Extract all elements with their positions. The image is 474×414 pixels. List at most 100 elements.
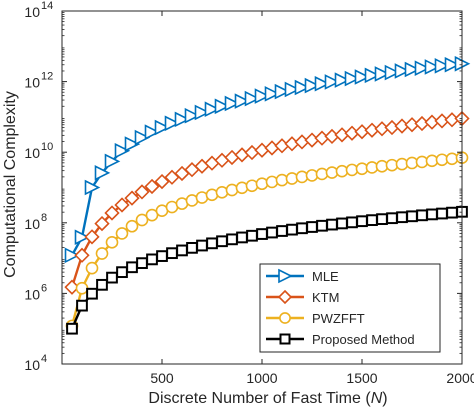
data-point: [414, 60, 431, 76]
x-tick-label: 1500: [346, 370, 377, 386]
data-point: [105, 235, 119, 249]
data-point: [296, 222, 308, 235]
data-point: [444, 56, 461, 73]
data-point: [244, 90, 261, 107]
series-proposed-method: [66, 205, 468, 335]
data-point: [226, 233, 238, 246]
data-point: [254, 88, 271, 104]
x-tick-label: 1000: [246, 370, 277, 386]
legend-label: KTM: [312, 290, 339, 305]
data-point: [104, 205, 120, 221]
legend-marker: [277, 289, 293, 305]
data-point: [174, 111, 191, 128]
y-tick-exponent: 6: [41, 282, 47, 294]
data-point: [354, 69, 371, 85]
data-point: [356, 215, 368, 228]
legend-label: Proposed Method: [312, 332, 415, 347]
data-point: [346, 216, 358, 229]
data-point: [324, 74, 341, 90]
data-point: [134, 129, 151, 146]
data-point: [176, 244, 188, 257]
y-tick-label: 10: [24, 4, 40, 20]
x-tick-label: 2000: [446, 370, 474, 386]
y-tick-exponent: 10: [41, 141, 53, 153]
data-point: [124, 136, 141, 152]
data-point: [316, 219, 328, 232]
y-tick-label: 10: [24, 216, 40, 232]
series-layer: [64, 55, 471, 335]
legend-item: KTM: [266, 289, 339, 305]
data-point: [326, 218, 338, 231]
data-point: [364, 67, 381, 84]
data-point: [214, 98, 231, 115]
y-tick-label: 10: [24, 286, 40, 302]
data-point: [264, 86, 281, 102]
legend-marker: [278, 268, 293, 284]
data-point: [244, 144, 260, 161]
data-point: [224, 95, 241, 112]
data-point: [74, 229, 91, 246]
data-point: [384, 64, 401, 81]
legend-item: Proposed Method: [266, 332, 415, 347]
data-point: [64, 247, 81, 264]
y-tick-exponent: 8: [41, 212, 47, 224]
data-point: [254, 142, 270, 158]
data-point: [294, 79, 311, 96]
y-axis-title: Computational Complexity: [2, 91, 19, 278]
y-tick-label: 10: [24, 75, 40, 91]
data-point: [125, 219, 139, 233]
data-point: [86, 287, 98, 300]
data-point: [194, 104, 211, 121]
data-point: [135, 213, 149, 227]
data-point: [134, 184, 150, 200]
data-point: [376, 213, 388, 226]
x-axis-title-main: Discrete Number of Fast Time (: [148, 390, 371, 407]
data-point: [406, 210, 418, 223]
data-point: [156, 250, 168, 262]
data-point: [186, 241, 198, 254]
data-point: [94, 215, 110, 232]
data-point: [426, 208, 438, 221]
data-point: [284, 81, 301, 98]
data-point: [255, 177, 269, 191]
series-ktm: [64, 110, 470, 295]
data-point: [256, 228, 268, 240]
data-point: [94, 165, 111, 181]
data-point: [166, 247, 178, 260]
data-point: [424, 59, 441, 75]
x-tick-label: 500: [150, 370, 174, 386]
data-point: [446, 206, 458, 219]
data-point: [96, 278, 108, 291]
data-point: [276, 225, 288, 237]
data-point: [344, 70, 361, 87]
data-point: [334, 72, 351, 88]
data-point: [306, 221, 318, 233]
data-point: [144, 178, 160, 195]
data-point: [84, 229, 100, 245]
data-point: [236, 231, 248, 244]
legend-marker: [279, 333, 291, 345]
data-point: [304, 77, 321, 94]
data-point: [154, 173, 170, 190]
data-point: [216, 235, 228, 248]
x-axis-title: Discrete Number of Fast Time (N): [148, 390, 387, 407]
data-point: [126, 261, 138, 274]
data-point: [266, 226, 278, 239]
data-point: [396, 211, 408, 224]
x-axis-title-variable: N: [371, 390, 383, 407]
data-point: [74, 247, 90, 263]
legend-label: MLE: [312, 269, 339, 284]
data-point: [235, 181, 249, 195]
data-point: [246, 229, 258, 242]
data-point: [336, 217, 348, 230]
data-point: [286, 223, 298, 236]
data-point: [274, 83, 291, 100]
data-point: [115, 227, 129, 240]
legend-item: MLE: [266, 268, 339, 284]
data-point: [136, 257, 148, 270]
series-mle: [64, 55, 471, 264]
data-point: [434, 58, 451, 74]
data-point: [386, 212, 398, 225]
series-pwzfft: [65, 151, 469, 333]
data-point: [225, 183, 239, 197]
